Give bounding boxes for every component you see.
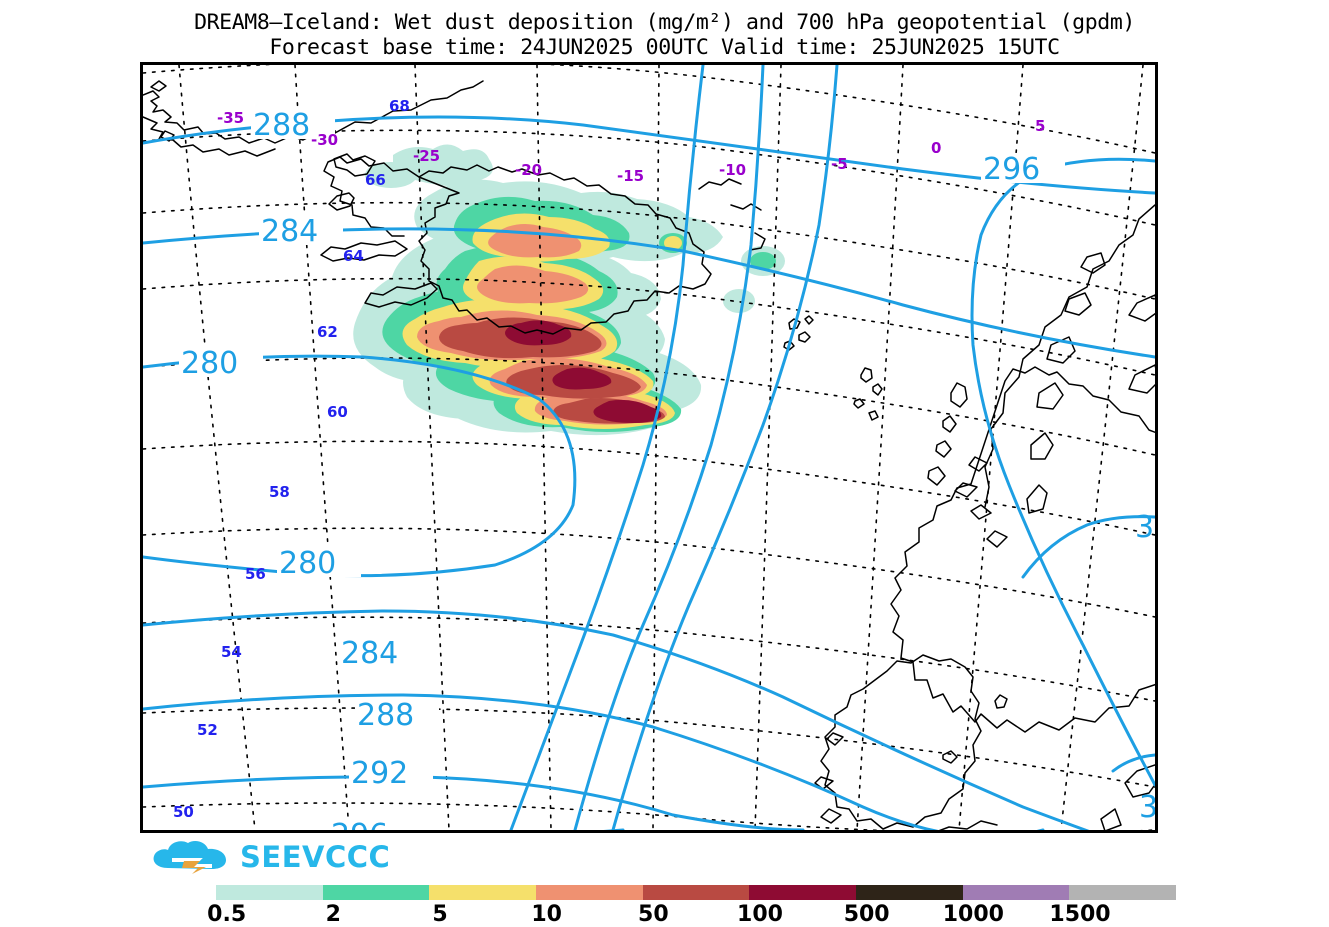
- chart-title: DREAM8—Iceland: Wet dust deposition (mg/…: [0, 10, 1329, 60]
- svg-text:3: 3: [1135, 510, 1154, 545]
- coast-faroe: [783, 315, 814, 351]
- svg-text:288: 288: [253, 108, 310, 143]
- svg-text:60: 60: [327, 403, 348, 421]
- svg-text:-25: -25: [413, 147, 440, 165]
- colorbar-band-3: [536, 885, 643, 900]
- svg-text:280: 280: [181, 346, 238, 381]
- map-panel: 288 284 280 280 284 288 292 296 296 3 3: [140, 62, 1158, 833]
- colorbar-band-7: [962, 885, 1070, 900]
- colorbar-tick-50: 50: [638, 902, 669, 927]
- svg-text:296: 296: [331, 818, 388, 830]
- colorbar-band-2: [429, 885, 537, 900]
- colorbar-band-8: [1069, 885, 1177, 900]
- svg-text:54: 54: [221, 643, 242, 661]
- svg-text:-30: -30: [311, 131, 338, 149]
- colorbar-tick-0.5: 0.5: [207, 902, 247, 927]
- colorbar-tick-100: 100: [737, 902, 783, 927]
- colorbar-tick-1000: 1000: [942, 902, 1004, 927]
- logo-text: SEEVCCC: [240, 839, 391, 874]
- svg-text:50: 50: [173, 803, 194, 821]
- title-line-1: DREAM8—Iceland: Wet dust deposition (mg/…: [194, 10, 1135, 35]
- colorbar-band-0: [216, 885, 323, 900]
- svg-text:3: 3: [1139, 790, 1155, 825]
- svg-text:-15: -15: [617, 167, 644, 185]
- svg-text:62: 62: [317, 323, 338, 341]
- coast-great-britain: [890, 366, 1155, 830]
- svg-text:5: 5: [1035, 117, 1045, 135]
- colorbar-band-4: [642, 885, 750, 900]
- svg-text:288: 288: [357, 698, 414, 733]
- svg-text:280: 280: [279, 546, 336, 581]
- colorbar-tick-10: 10: [531, 902, 562, 927]
- colorbar-band-6: [856, 885, 963, 900]
- coast-denmark: [1100, 764, 1155, 830]
- coastlines: [143, 80, 1155, 830]
- cloud-arrow-icon: [148, 837, 234, 877]
- longitude-labels: -35 -30 -25 -20 -15 -10 -5 0 5: [217, 109, 1045, 185]
- svg-text:58: 58: [269, 483, 290, 501]
- svg-text:56: 56: [245, 565, 266, 583]
- svg-text:284: 284: [341, 636, 398, 671]
- coast-greenland: [143, 80, 484, 157]
- colorbar: 0.5 2 5 10 50 100 500 1000 1500: [207, 885, 1177, 927]
- colorbar-tick-2: 2: [325, 902, 341, 927]
- svg-text:52: 52: [197, 721, 218, 739]
- svg-text:64: 64: [343, 247, 364, 265]
- map-canvas: 288 284 280 280 284 288 292 296 296 3 3: [143, 65, 1155, 830]
- colorbar-band-1: [322, 885, 430, 900]
- latitude-labels: 68 66 64 62 60 58 56 54 52 50: [173, 97, 410, 821]
- svg-text:-20: -20: [515, 161, 542, 179]
- coast-iceland: [320, 153, 766, 335]
- colorbar-tick-labels: 0.5 2 5 10 50 100 500 1000 1500: [207, 902, 1176, 927]
- coast-shetland-orkney: [853, 367, 883, 421]
- colorbar-tick-1500: 1500: [1049, 902, 1111, 927]
- coast-ireland: [814, 654, 982, 830]
- colorbar-band-5: [749, 885, 857, 900]
- colorbar-tick-500: 500: [843, 902, 890, 927]
- svg-text:-5: -5: [831, 155, 848, 173]
- svg-text:292: 292: [351, 756, 408, 791]
- dust-deposition-field: [353, 144, 785, 436]
- svg-text:284: 284: [261, 214, 318, 249]
- svg-text:68: 68: [389, 97, 410, 115]
- title-line-2: Forecast base time: 24JUN2025 00UTC Vali…: [269, 35, 1060, 60]
- contour-labels: 288 284 280 280 284 288 292 296 296 3 3: [179, 108, 1155, 830]
- seevccc-logo: SEEVCCC: [148, 836, 390, 878]
- colorbar-tick-5: 5: [432, 902, 448, 927]
- svg-text:296: 296: [983, 152, 1040, 187]
- svg-text:-10: -10: [719, 161, 746, 179]
- svg-text:-35: -35: [217, 109, 244, 127]
- coast-hebrides: [927, 382, 968, 486]
- colorbar-bands: [216, 885, 1177, 900]
- svg-text:66: 66: [365, 171, 386, 189]
- svg-text:0: 0: [931, 139, 941, 157]
- coast-norway: [984, 204, 1155, 514]
